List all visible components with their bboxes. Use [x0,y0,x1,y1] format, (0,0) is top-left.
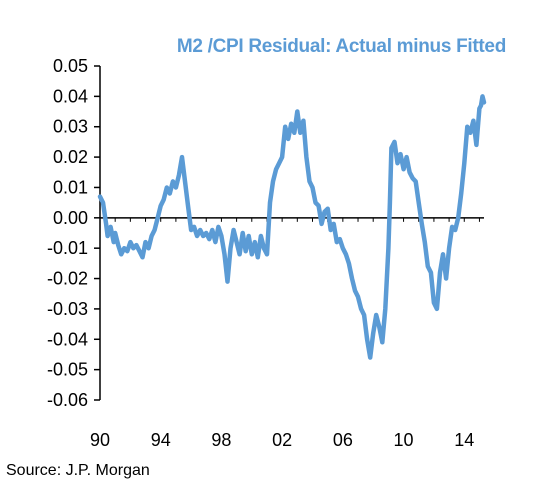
x-tick-label: 90 [90,430,110,450]
y-tick-label: -0.04 [47,329,88,349]
y-tick-label: 0.01 [53,177,88,197]
y-tick-label: -0.06 [47,390,88,410]
y-tick-label: 0.04 [53,86,88,106]
chart-title: M2 /CPI Residual: Actual minus Fitted [176,36,506,57]
x-tick-label: 98 [211,430,231,450]
y-tick-label: 0.05 [53,56,88,76]
y-tick-label: 0.00 [53,208,88,228]
x-axis: 90 94 98 02 06 10 14 [90,217,484,450]
series-line [97,94,487,360]
x-tick-label: 14 [454,430,474,450]
y-tick-label: 0.03 [53,117,88,137]
x-tick-label: 02 [272,430,292,450]
source-note: Source: J.P. Morgan [6,462,150,479]
y-axis: 0.05 0.04 0.03 0.02 0.01 0.00 -0.01 -0.02 -0.03 -… [47,56,101,410]
y-tick-label: -0.01 [47,238,88,258]
y-tick-label: -0.03 [47,299,88,319]
y-tick-label: 0.02 [53,147,88,167]
y-tick-label: -0.05 [47,360,88,380]
y-tick-label: -0.02 [47,269,88,289]
x-tick-label: 06 [333,430,353,450]
x-tick-label: 94 [151,430,171,450]
series-layer [97,94,487,360]
x-tick-label: 10 [394,430,414,450]
